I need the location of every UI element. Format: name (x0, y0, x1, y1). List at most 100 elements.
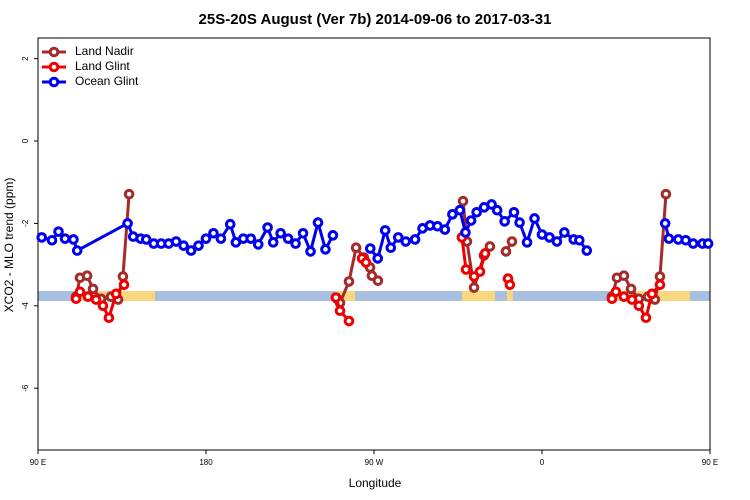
data-point (633, 300, 645, 312)
data-point (581, 245, 593, 256)
data-point (618, 291, 630, 303)
data-point (447, 209, 458, 220)
data-point (46, 234, 58, 246)
data-point (252, 239, 264, 250)
x-tick-label: 90 W (365, 458, 384, 467)
data-point (474, 266, 486, 277)
data-point (454, 204, 466, 216)
data-point (275, 227, 286, 239)
x-tick-label: 90 E (30, 458, 46, 467)
data-point (312, 217, 324, 228)
data-point (500, 246, 512, 257)
data-point (439, 224, 451, 235)
data-point (97, 300, 109, 312)
data-point (551, 236, 563, 247)
data-point (245, 233, 257, 244)
data-point (343, 315, 355, 327)
data-point (506, 236, 518, 247)
legend-label: Ocean Glint (75, 74, 139, 88)
data-point (90, 294, 102, 305)
data-point (484, 241, 496, 252)
data-point (468, 282, 480, 293)
y-tick-label: -6 (21, 384, 30, 392)
data-point (499, 216, 510, 227)
data-point (53, 226, 64, 237)
land-patch (507, 291, 513, 301)
y-tick-label: 2 (21, 56, 30, 61)
data-point (71, 245, 83, 256)
data-point (103, 312, 115, 324)
x-axis-label: Longitude (349, 476, 402, 490)
data-point (486, 199, 497, 210)
data-point (68, 234, 79, 245)
data-point (687, 238, 699, 249)
data-point (457, 195, 469, 207)
data-point (350, 242, 362, 254)
data-point (559, 227, 570, 238)
data-point (372, 275, 384, 286)
data-point (504, 279, 516, 291)
data-point (117, 271, 129, 282)
chart-title: 25S-20S August (Ver 7b) 2014-09-06 to 20… (199, 11, 552, 28)
legend-marker (48, 76, 60, 88)
data-point (267, 237, 279, 248)
x-tick-label: 0 (540, 458, 545, 467)
data-point (200, 233, 212, 244)
data-point (514, 217, 525, 228)
data-point (626, 294, 638, 305)
data-point (640, 312, 652, 324)
data-point (409, 234, 421, 245)
data-point (659, 218, 671, 229)
data-point (36, 232, 48, 243)
land-patch (462, 291, 495, 301)
data-point (392, 232, 404, 243)
data-point (81, 270, 93, 282)
data-point (224, 218, 236, 230)
data-point (334, 305, 346, 317)
legend-label: Land Nadir (75, 44, 134, 58)
legend-marker (48, 46, 60, 58)
data-point (654, 279, 666, 291)
data-point (82, 291, 94, 303)
ocean-band (38, 291, 710, 301)
data-point (400, 236, 412, 247)
data-point (208, 227, 219, 239)
data-point (646, 288, 658, 300)
y-tick-label: -4 (21, 302, 30, 310)
data-point (320, 244, 331, 255)
data-point (185, 245, 197, 256)
y-axis-label: XCO2 - MLO trend (ppm) (2, 178, 16, 313)
legend-label: Land Glint (75, 59, 130, 73)
x-tick-label: 90 E (702, 458, 718, 467)
data-point (170, 236, 182, 247)
data-point (465, 215, 477, 226)
data-point (385, 242, 397, 254)
data-point (460, 227, 471, 238)
data-point (379, 225, 391, 236)
land-patch (335, 291, 355, 301)
data-point (290, 238, 301, 249)
data-point (343, 276, 355, 287)
data-point (118, 279, 130, 291)
data-point (610, 286, 622, 298)
data-point (282, 233, 294, 244)
data-point (215, 233, 227, 244)
data-point (140, 234, 152, 245)
data-point (305, 246, 316, 257)
data-point (122, 218, 133, 229)
data-point (262, 222, 273, 233)
data-point (660, 188, 672, 200)
data-point (529, 213, 540, 224)
data-point (297, 227, 309, 239)
data-point (625, 283, 637, 295)
y-tick-label: 0 (21, 138, 30, 143)
data-point (327, 230, 339, 241)
data-point (544, 232, 555, 243)
data-point (663, 233, 675, 244)
data-point (178, 240, 189, 251)
data-point (87, 283, 99, 295)
x-tick-label: 180 (199, 458, 213, 467)
data-point (654, 271, 666, 282)
data-point (364, 243, 376, 254)
